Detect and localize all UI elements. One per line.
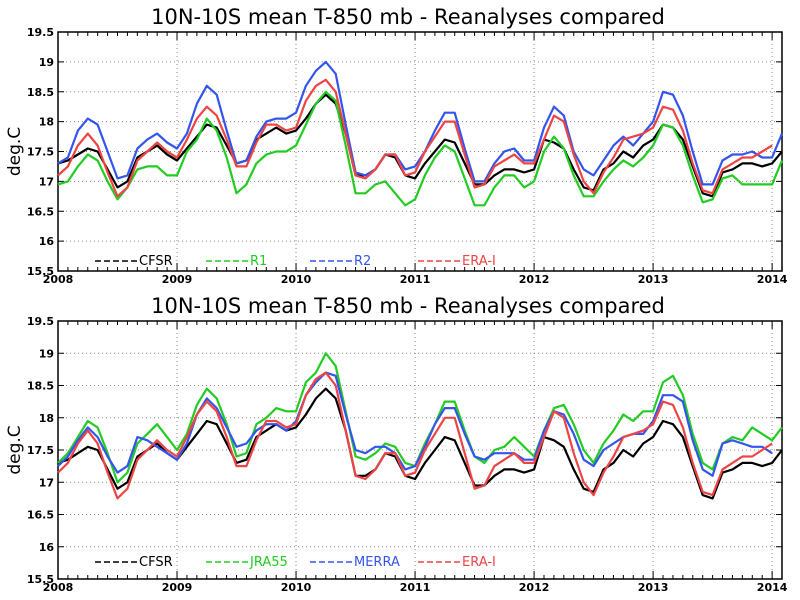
legend-label: ERA-I bbox=[462, 254, 496, 269]
x-tick-label: 2008 bbox=[43, 273, 74, 286]
x-tick-label: 2011 bbox=[400, 581, 431, 594]
legend-label: R1 bbox=[250, 254, 267, 269]
series-line-r2 bbox=[57, 60, 784, 186]
legend-label: JRA55 bbox=[249, 555, 288, 570]
chart-panel-2: 10N-10S mean T-850 mb - Reanalyses compa… bbox=[5, 294, 788, 594]
y-tick-label: 15.5 bbox=[27, 265, 54, 278]
y-tick-label: 18 bbox=[39, 116, 54, 129]
legend-label: MERRA bbox=[354, 555, 400, 570]
x-tick-label: 2008 bbox=[43, 581, 74, 594]
legend-label: R2 bbox=[354, 254, 371, 269]
y-tick-label: 16 bbox=[39, 541, 55, 554]
legend-label: CFSR bbox=[139, 555, 173, 570]
series-line-r1 bbox=[57, 90, 784, 207]
x-tick-label: 2012 bbox=[519, 581, 550, 594]
y-tick-label: 18 bbox=[39, 412, 54, 425]
y-tick-label: 19.5 bbox=[27, 315, 54, 328]
x-tick-label: 2011 bbox=[400, 273, 431, 286]
x-tick-label: 2013 bbox=[638, 581, 669, 594]
legend-label: ERA-I bbox=[462, 555, 496, 570]
y-tick-label: 16.5 bbox=[27, 509, 54, 522]
y-tick-label: 16.5 bbox=[27, 205, 54, 218]
y-tick-label: 17.5 bbox=[27, 444, 54, 457]
legend-label: CFSR bbox=[139, 254, 173, 269]
y-tick-label: 16 bbox=[39, 235, 55, 248]
y-tick-label: 17.5 bbox=[27, 146, 54, 159]
x-tick-label: 2014 bbox=[757, 273, 788, 286]
series-line-era-i bbox=[57, 371, 773, 500]
x-tick-label: 2009 bbox=[162, 581, 193, 594]
x-tick-label: 2010 bbox=[281, 273, 312, 286]
y-tick-label: 17 bbox=[39, 476, 54, 489]
y-axis-label: deg.C bbox=[5, 127, 25, 176]
y-tick-label: 19.5 bbox=[27, 26, 54, 39]
chart-title: 10N-10S mean T-850 mb - Reanalyses compa… bbox=[151, 294, 665, 318]
y-axis-label: deg.C bbox=[5, 425, 25, 474]
series-line-merra bbox=[57, 371, 773, 477]
chart-title: 10N-10S mean T-850 mb - Reanalyses compa… bbox=[151, 5, 665, 29]
y-tick-label: 19 bbox=[39, 56, 54, 69]
chart-panel-1: 10N-10S mean T-850 mb - Reanalyses compa… bbox=[5, 5, 788, 286]
y-tick-label: 18.5 bbox=[27, 86, 54, 99]
y-tick-label: 15.5 bbox=[27, 573, 54, 586]
x-tick-label: 2010 bbox=[281, 581, 312, 594]
y-tick-label: 17 bbox=[39, 175, 54, 188]
y-tick-label: 19 bbox=[39, 347, 54, 360]
x-tick-label: 2012 bbox=[519, 273, 550, 286]
x-tick-label: 2009 bbox=[162, 273, 193, 286]
x-tick-label: 2013 bbox=[638, 273, 669, 286]
y-tick-label: 18.5 bbox=[27, 380, 54, 393]
series-line-era-i bbox=[57, 78, 773, 198]
x-tick-label: 2014 bbox=[757, 581, 788, 594]
